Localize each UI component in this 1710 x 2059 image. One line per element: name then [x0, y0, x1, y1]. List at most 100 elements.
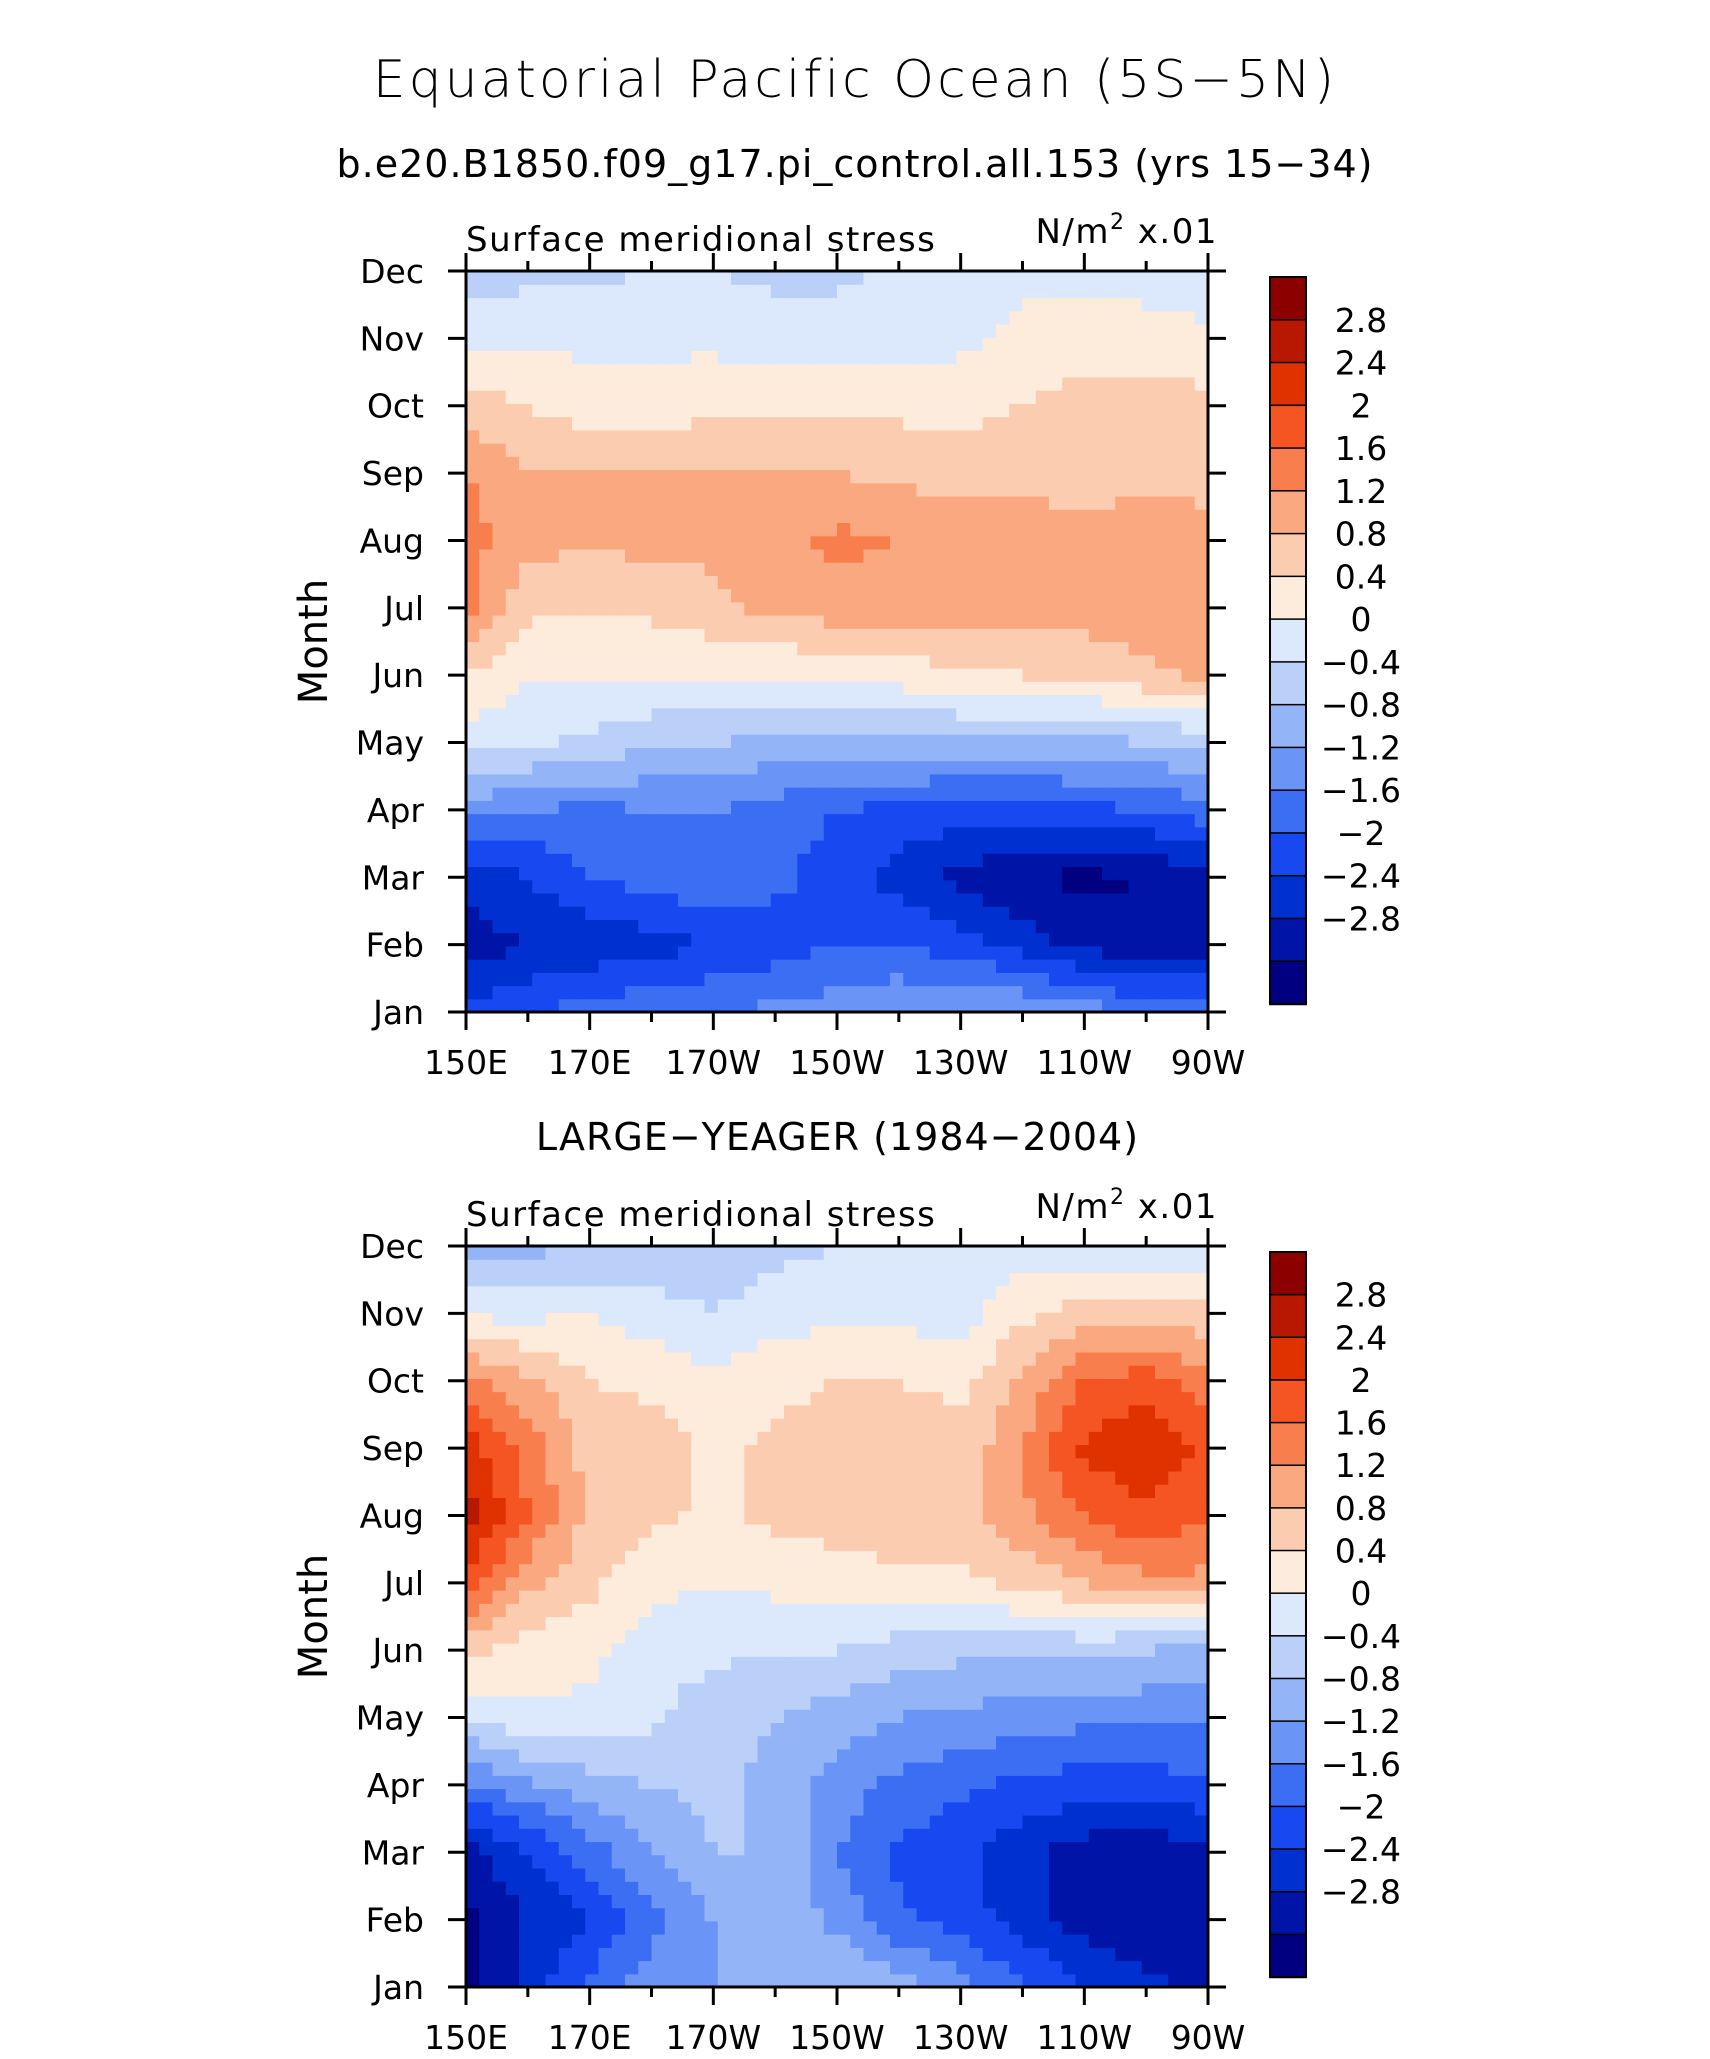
- field-cell: [1194, 734, 1209, 748]
- field-cell: [943, 800, 957, 815]
- field-cell: [757, 919, 772, 934]
- field-cell: [466, 443, 480, 457]
- field-cell: [1168, 284, 1183, 299]
- field-cell: [1009, 919, 1024, 934]
- field-cell: [757, 707, 772, 722]
- field-cell: [519, 932, 533, 947]
- field-cell: [598, 654, 613, 669]
- field-cell: [943, 932, 957, 947]
- field-cell: [1022, 271, 1037, 285]
- field-cell: [876, 1907, 891, 1922]
- field-cell: [1194, 482, 1209, 497]
- field-cell: [784, 601, 798, 616]
- field-cell: [1168, 707, 1183, 722]
- field-cell: [1168, 985, 1183, 1000]
- field-cell: [996, 1748, 1010, 1763]
- field-cell: [797, 310, 812, 325]
- field-cell: [731, 667, 745, 682]
- field-cell: [850, 1629, 865, 1644]
- field-cell: [1128, 734, 1143, 748]
- variable-label: Surface meridional stress: [466, 220, 936, 260]
- field-cell: [784, 1920, 798, 1935]
- field-cell: [1128, 1590, 1143, 1604]
- field-cell: [876, 1629, 891, 1644]
- field-cell: [1194, 1590, 1209, 1604]
- field-cell: [611, 1907, 626, 1922]
- field-cell: [731, 403, 745, 418]
- field-cell: [532, 310, 547, 325]
- field-cell: [770, 1801, 785, 1816]
- field-cell: [625, 615, 639, 629]
- field-cell: [492, 535, 507, 550]
- field-cell: [890, 535, 904, 550]
- field-cell: [651, 1603, 666, 1618]
- field-cell: [916, 310, 931, 325]
- field-cell: [1088, 469, 1103, 484]
- field-cell: [519, 1576, 533, 1591]
- field-cell: [466, 879, 480, 894]
- field-cell: [664, 1682, 679, 1697]
- field-cell: [625, 1629, 639, 1644]
- field-cell: [1115, 443, 1130, 457]
- field-cell: [558, 1642, 573, 1657]
- field-cell: [532, 1682, 547, 1697]
- field-cell: [678, 800, 692, 815]
- field-cell: [757, 1709, 772, 1723]
- field-cell: [664, 972, 679, 987]
- field-cell: [638, 350, 653, 365]
- field-cell: [519, 694, 533, 709]
- field-cell: [1022, 1775, 1037, 1790]
- field-cell: [532, 1881, 547, 1895]
- field-cell: [1128, 1775, 1143, 1790]
- field-cell: [492, 429, 507, 444]
- field-cell: [585, 1920, 600, 1935]
- field-cell: [638, 482, 653, 497]
- field-cell: [479, 892, 494, 907]
- field-cell: [611, 456, 626, 471]
- field-cell: [492, 376, 507, 391]
- field-cell: [823, 959, 838, 973]
- field-cell: [770, 310, 785, 325]
- field-cell: [810, 773, 825, 788]
- field-cell: [519, 588, 533, 603]
- field-cell: [678, 1616, 692, 1631]
- field-cell: [492, 456, 507, 471]
- field-cell: [611, 654, 626, 669]
- field-cell: [837, 932, 851, 947]
- field-cell: [519, 1563, 533, 1578]
- field-cell: [929, 800, 944, 815]
- field-cell: [1168, 297, 1183, 312]
- field-cell: [558, 1695, 573, 1710]
- field-cell: [850, 787, 865, 801]
- field-cell: [929, 403, 944, 418]
- colorbar-label: −2.4: [1321, 857, 1401, 896]
- field-cell: [1088, 734, 1103, 748]
- field-cell: [704, 535, 719, 550]
- field-cell: [505, 1814, 520, 1829]
- field-cell: [1102, 773, 1116, 788]
- field-cell: [691, 323, 706, 338]
- field-cell: [1181, 337, 1196, 351]
- field-cell: [572, 628, 586, 643]
- field-cell: [969, 469, 984, 484]
- field-cell: [1088, 1629, 1103, 1644]
- field-cell: [691, 1907, 706, 1922]
- field-cell: [956, 337, 971, 351]
- field-cell: [1049, 1907, 1063, 1922]
- field-cell: [943, 1722, 957, 1737]
- field-cell: [678, 853, 692, 868]
- field-cell: [466, 1934, 480, 1948]
- field-cell: [638, 1814, 653, 1829]
- field-cell: [929, 575, 944, 590]
- field-cell: [678, 456, 692, 471]
- field-cell: [890, 588, 904, 603]
- field-cell: [784, 297, 798, 312]
- field-cell: [956, 588, 971, 603]
- field-cell: [929, 1629, 944, 1644]
- field-cell: [731, 1629, 745, 1644]
- field-cell: [664, 694, 679, 709]
- field-cell: [479, 548, 494, 563]
- field-cell: [1009, 323, 1024, 338]
- field-cell: [611, 760, 626, 775]
- field-cell: [969, 1616, 984, 1631]
